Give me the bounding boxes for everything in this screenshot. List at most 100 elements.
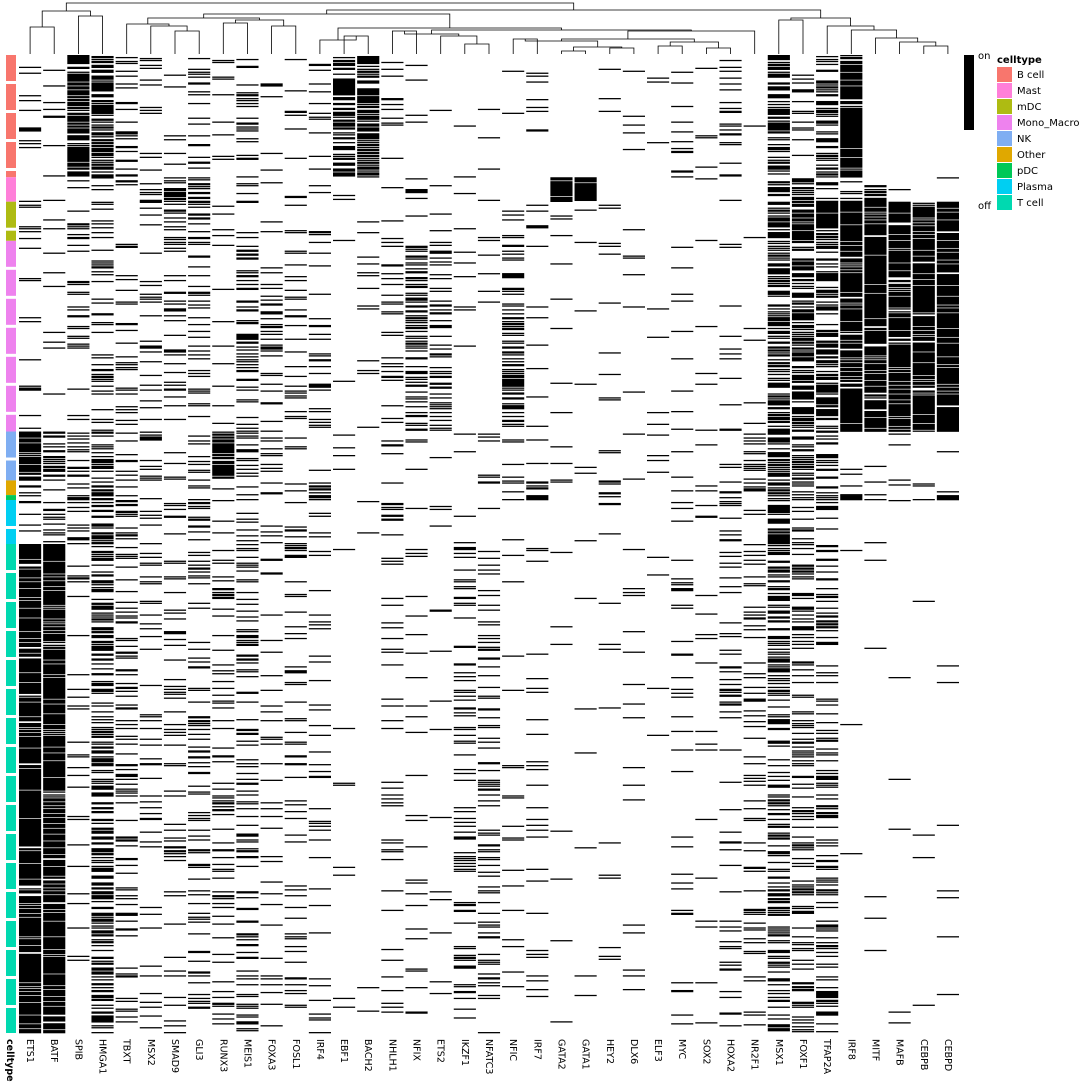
heatmap-cell-on: [864, 346, 887, 356]
heatmap-cell-on: [260, 855, 283, 858]
heatmap-cell-on: [163, 631, 187, 635]
heatmap-cell-on: [816, 951, 839, 954]
heatmap-cell-on: [767, 604, 790, 606]
heatmap-cell-on: [767, 898, 790, 901]
heatmap-cell-on: [91, 618, 114, 621]
heatmap-cell-on: [671, 476, 694, 478]
heatmap-cell-on: [429, 700, 452, 702]
heatmap-cell-on: [767, 55, 790, 61]
heatmap-cell-on: [115, 83, 138, 85]
heatmap-cell-on: [308, 825, 331, 827]
heatmap-cell-on: [260, 815, 283, 818]
heatmap-cell-on: [936, 252, 959, 260]
heatmap-cell-on: [212, 76, 235, 78]
heatmap-cell-on: [526, 344, 549, 346]
dendrogram-branch: [669, 41, 719, 48]
heatmap-cell-on: [719, 110, 742, 114]
heatmap-cell-on: [308, 318, 331, 320]
heatmap-cell-on: [840, 60, 863, 65]
heatmap-cell-on: [743, 721, 766, 723]
heatmap-cell-on: [405, 305, 428, 308]
heatmap-cell-on: [502, 405, 525, 410]
heatmap-cell-on: [671, 640, 694, 643]
dendrogram-branch: [150, 25, 188, 54]
heatmap-cell-on: [767, 362, 790, 365]
heatmap-cell-on: [477, 747, 501, 749]
heatmap-cell-on: [236, 449, 259, 453]
heatmap-cell-on: [791, 726, 815, 729]
heatmap-cell-on: [91, 260, 114, 262]
heatmap-cell-on: [526, 784, 549, 786]
heatmap-cell-on: [260, 957, 283, 959]
heatmap-cell-on: [816, 69, 839, 72]
heatmap-cell-on: [212, 439, 235, 443]
heatmap-cell-on: [816, 197, 839, 200]
heatmap-cell-on: [477, 168, 501, 170]
heatmap-cell-on: [816, 171, 839, 173]
heatmap-cell-on: [67, 233, 90, 236]
heatmap-cell-on: [791, 746, 815, 748]
heatmap-cell-on: [212, 664, 235, 666]
heatmap-cell-on: [212, 961, 235, 963]
heatmap-cell-on: [912, 483, 935, 485]
heatmap-cell-on: [502, 210, 525, 212]
heatmap-cell-on: [405, 468, 428, 470]
column-label: TFAP2A: [821, 1038, 832, 1075]
heatmap-cell-on: [888, 778, 911, 780]
heatmap-cell-on: [284, 375, 307, 378]
heatmap-cell-on: [236, 839, 259, 841]
heatmap-cell-on: [188, 918, 211, 920]
legend-swatch: [997, 163, 1012, 178]
heatmap-cell-on: [743, 469, 766, 471]
heatmap-cell-on: [381, 781, 404, 783]
heatmap-cell-on: [188, 183, 211, 186]
heatmap-cell-on: [260, 420, 283, 423]
heatmap-cell-on: [405, 315, 428, 317]
heatmap-cell-on: [574, 310, 597, 312]
heatmap-cell-on: [333, 782, 356, 784]
heatmap-cell-on: [43, 677, 66, 699]
heatmap-cell-on: [791, 246, 815, 248]
heatmap-cell-on: [381, 303, 404, 305]
heatmap-cell-on: [429, 508, 452, 511]
heatmap-cell-on: [333, 153, 356, 156]
heatmap-cell-on: [260, 83, 283, 87]
heatmap-cell-on: [429, 415, 452, 418]
heatmap-cell-on: [43, 115, 66, 118]
heatmap-cell-on: [429, 456, 452, 459]
heatmap-cell-on: [188, 345, 211, 347]
heatmap-cell-on: [381, 794, 404, 796]
heatmap-cell-on: [888, 225, 911, 235]
heatmap-cell-on: [840, 273, 863, 292]
heatmap-cell-on: [115, 920, 138, 922]
heatmap-cell-on: [43, 101, 66, 104]
heatmap-cell-on: [767, 425, 790, 427]
heatmap-cell-on: [115, 857, 138, 861]
heatmap-cell-on: [43, 108, 66, 111]
heatmap-cell-on: [791, 720, 815, 722]
heatmap-cell-on: [526, 975, 549, 977]
heatmap-cell-on: [767, 103, 790, 106]
heatmap-cell-on: [212, 385, 235, 387]
heatmap-cell-on: [767, 675, 790, 677]
heatmap-cell-on: [260, 325, 283, 329]
heatmap-cell-on: [43, 903, 66, 910]
heatmap-cell-on: [864, 224, 887, 236]
heatmap-cell-on: [19, 99, 42, 102]
heatmap-cell-on: [115, 553, 138, 556]
heatmap-cell-on: [791, 261, 815, 266]
heatmap-cell-on: [864, 293, 887, 319]
celltype-annotation-bar: [6, 55, 16, 1033]
heatmap-cell-on: [671, 578, 694, 580]
heatmap-cell-on: [188, 912, 211, 914]
heatmap-cell-on: [767, 620, 790, 623]
heatmap-cell-on: [19, 790, 42, 819]
heatmap-cell-on: [695, 504, 718, 507]
heatmap-cell-on: [91, 634, 114, 639]
heatmap-cell-on: [188, 201, 211, 203]
heatmap-cell-on: [91, 444, 114, 446]
heatmap-cell-on: [357, 123, 380, 127]
heatmap-cell-on: [67, 236, 90, 240]
heatmap-cell-on: [502, 332, 525, 335]
celltype-annotation-segment: [6, 950, 16, 976]
